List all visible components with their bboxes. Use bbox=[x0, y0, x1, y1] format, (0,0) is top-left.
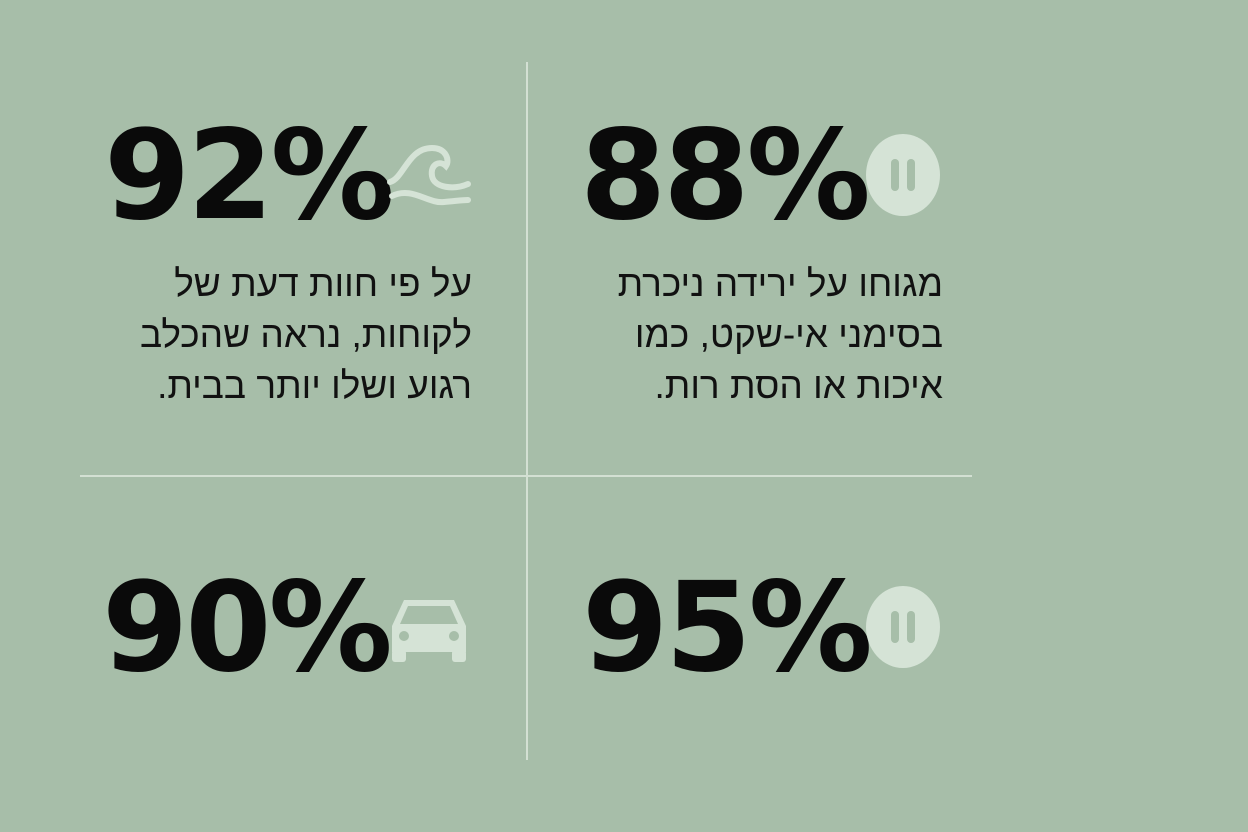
stat-description-92: על פי חוות דעת של לקוחות, נראה שהכלב רגו… bbox=[139, 263, 472, 406]
wave-icon bbox=[387, 144, 471, 206]
stat-value-92: 92% bbox=[104, 104, 395, 248]
vertical-divider bbox=[526, 62, 528, 760]
stat-value-88: 88% bbox=[580, 104, 871, 248]
pause-icon bbox=[866, 586, 940, 668]
horizontal-divider bbox=[80, 475, 972, 477]
pause-icon bbox=[866, 134, 940, 216]
stat-value-90: 90% bbox=[102, 556, 393, 700]
stat-description-88: מגוחו על ירידה ניכרת בסימני אי-שקט, כמו … bbox=[617, 263, 943, 406]
car-icon bbox=[392, 600, 466, 662]
stat-value-95: 95% bbox=[582, 556, 873, 700]
